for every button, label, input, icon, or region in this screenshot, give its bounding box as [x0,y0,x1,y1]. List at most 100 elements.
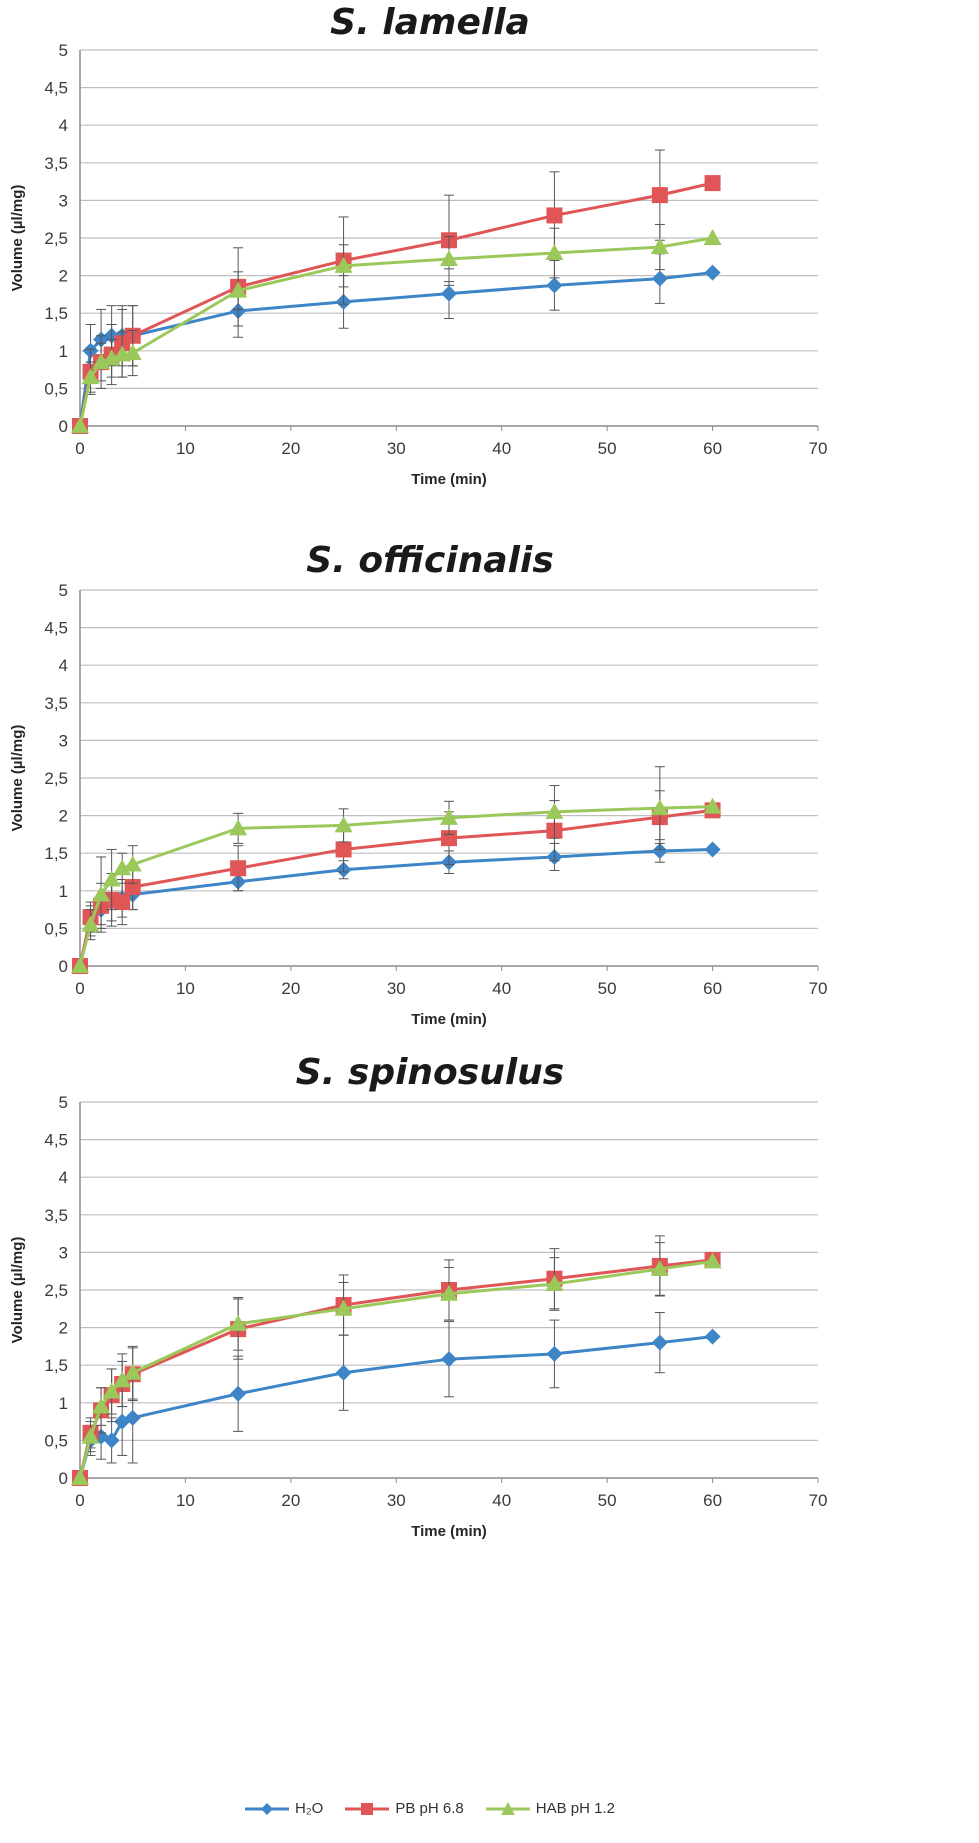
data-point [546,207,563,224]
y-tick-label: 5 [59,1093,68,1112]
y-tick-label: 4 [59,1168,68,1187]
series-2 [71,223,722,433]
y-tick-label: 1,5 [44,844,68,863]
data-point [81,915,100,932]
data-point [704,1328,721,1345]
x-tick-label: 20 [281,979,300,998]
x-tick-label: 50 [598,439,617,458]
data-point [546,277,563,294]
data-point [71,957,89,973]
y-tick-label: 2,5 [44,1281,68,1300]
data-point [123,1363,142,1380]
data-point [650,238,669,255]
data-point [229,1314,248,1331]
y-axis-label: Volume (µl/mg) [9,1237,26,1344]
data-point [124,1409,141,1426]
legend-swatch-pb [345,1802,390,1815]
x-tick-label: 20 [281,1491,300,1510]
chart-officinalis: 00,511,522,533,544,550 10 20 30 40 50 60 70Time… [9,581,828,1028]
y-axis-label: Volume (µl/mg) [9,725,26,832]
y-tick-label: 1 [59,342,68,361]
y-tick-label: 3 [59,731,68,750]
data-point [229,281,248,298]
legend-item-pb: PB pH 6.8 [345,1800,464,1817]
data-point [334,816,353,833]
data-point [92,1397,111,1414]
y-tick-label: 4,5 [44,79,68,98]
x-tick-label: 40 [492,439,511,458]
y-tick-label: 1,5 [44,1356,68,1375]
data-point [440,1284,458,1301]
x-tick-label: 10 [176,439,195,458]
legend-swatch-h2o [245,1802,290,1815]
data-point [230,860,247,877]
data-point [123,344,142,361]
data-point [102,870,121,887]
y-tick-label: 0 [59,957,68,976]
data-point [703,1252,722,1269]
x-tick-label: 50 [598,1491,617,1510]
legend-label-h2o: H₂O [295,1800,324,1817]
series-line [78,1259,713,1479]
legend-item-hab: HAB pH 1.2 [485,1800,615,1817]
data-point [704,175,721,192]
y-tick-label: 0,5 [44,1431,68,1450]
x-tick-label: 70 [809,979,828,998]
x-axis-label: Time (min) [411,471,487,488]
y-tick-label: 4,5 [44,1131,68,1150]
y-tick-label: 0,5 [44,919,68,938]
legend: H₂O PB pH 6.8 HAB pH 1.2 [0,1800,860,1817]
x-tick-label: 40 [492,979,511,998]
data-point [335,1364,352,1381]
y-tick-label: 2 [59,267,68,286]
data-point [651,1334,668,1351]
series-line [78,1258,713,1479]
chart-title-officinalis: S. officinalis [306,540,554,581]
y-tick-label: 3 [59,191,68,210]
x-tick-label: 0 [75,979,84,998]
series-1 [72,790,721,974]
y-tick-label: 2 [59,1319,68,1338]
series-line [78,236,713,427]
data-point [335,841,352,858]
x-tick-label: 30 [387,439,406,458]
data-point [441,1351,457,1368]
data-point [103,1432,120,1449]
legend-item-h2o: H₂O [245,1800,323,1817]
data-point [651,842,668,859]
data-point [92,885,111,902]
data-point [441,285,457,302]
data-point [114,894,131,911]
data-point [334,256,353,273]
x-tick-label: 0 [75,439,84,458]
data-point [81,368,100,385]
data-point [545,802,564,819]
x-tick-label: 50 [598,979,617,998]
y-tick-label: 3,5 [44,154,68,173]
y-tick-label: 4,5 [44,619,68,638]
x-tick-label: 70 [809,1491,828,1510]
y-tick-label: 2,5 [44,229,68,248]
legend-label-pb: PB pH 6.8 [395,1800,464,1817]
series-line [78,271,713,427]
y-tick-label: 3,5 [44,694,68,713]
data-point [71,1469,89,1485]
x-tick-label: 60 [703,979,722,998]
x-tick-label: 30 [387,979,406,998]
y-tick-label: 4 [59,656,68,675]
x-tick-label: 30 [387,1491,406,1510]
data-point [71,417,89,433]
chart-lamella: 00,511,522,533,544,550 10 20 30 40 50 60 70Time… [9,41,828,488]
series-line [78,805,713,967]
y-axis-label: Volume (µl/mg) [9,185,26,292]
x-tick-label: 20 [281,439,300,458]
data-point [651,187,668,204]
data-point [113,1371,132,1388]
y-tick-label: 3 [59,1243,68,1262]
data-point [703,229,722,245]
data-point [546,1345,563,1362]
y-tick-label: 1,5 [44,304,68,323]
x-tick-label: 60 [703,1491,722,1510]
series-0 [72,839,721,974]
x-tick-label: 70 [809,439,828,458]
